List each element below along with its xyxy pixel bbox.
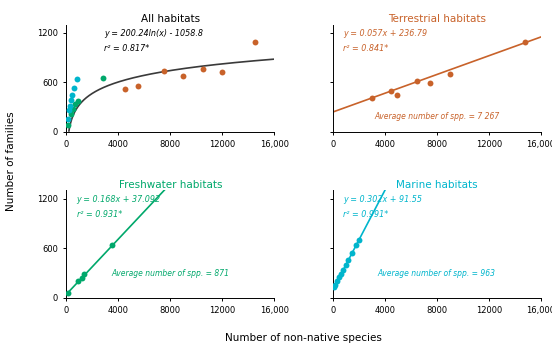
Point — [387, 89, 396, 94]
Point — [66, 111, 75, 117]
Title: Terrestrial habitats: Terrestrial habitats — [388, 14, 486, 24]
Point — [445, 71, 454, 77]
Point — [63, 290, 72, 295]
Point — [426, 80, 435, 86]
Point — [331, 282, 340, 288]
Point — [330, 285, 338, 290]
Point — [98, 75, 107, 81]
Title: Marine habitats: Marine habitats — [396, 180, 477, 190]
Text: y = 0.302x + 91.55: y = 0.302x + 91.55 — [343, 195, 422, 204]
Point — [521, 39, 530, 44]
Text: y = 0.168x + 37.092: y = 0.168x + 37.092 — [77, 195, 161, 204]
Text: r² = 0.817*: r² = 0.817* — [104, 44, 149, 53]
Point — [72, 76, 81, 82]
Point — [413, 78, 422, 84]
Text: Number of non-native species: Number of non-native species — [225, 333, 382, 343]
Point — [64, 122, 73, 127]
Point — [392, 92, 401, 97]
Point — [73, 278, 82, 284]
Text: Average number of spp. = 963: Average number of spp. = 963 — [378, 268, 496, 278]
Text: Average number of spp. = 871: Average number of spp. = 871 — [112, 268, 229, 278]
Point — [65, 107, 73, 113]
Text: y = 200.24ln(x) - 1058.8: y = 200.24ln(x) - 1058.8 — [104, 29, 203, 38]
Text: Average number of spp. = 7 267: Average number of spp. = 7 267 — [374, 112, 500, 121]
Point — [71, 102, 80, 107]
Point — [179, 73, 188, 78]
Point — [160, 69, 168, 74]
Text: Number of families: Number of families — [6, 111, 16, 211]
Point — [341, 262, 350, 268]
Point — [77, 275, 86, 281]
Point — [354, 237, 363, 243]
Point — [68, 92, 77, 98]
Title: All habitats: All habitats — [141, 14, 200, 24]
Point — [339, 267, 348, 273]
Point — [335, 274, 344, 280]
Point — [73, 98, 82, 104]
Point — [251, 39, 259, 44]
Point — [68, 106, 77, 112]
Point — [218, 69, 227, 75]
Text: r² = 0.991*: r² = 0.991* — [343, 210, 389, 219]
Text: r² = 0.931*: r² = 0.931* — [77, 210, 122, 219]
Point — [344, 257, 353, 263]
Point — [80, 272, 89, 277]
Point — [67, 97, 76, 103]
Point — [63, 117, 72, 122]
Point — [66, 103, 75, 109]
Text: y = 0.057x + 236.79: y = 0.057x + 236.79 — [343, 29, 427, 38]
Point — [70, 85, 78, 91]
Title: Freshwater habitats: Freshwater habitats — [119, 180, 222, 190]
Point — [348, 250, 357, 255]
Point — [333, 278, 342, 284]
Point — [120, 86, 129, 92]
Point — [134, 83, 142, 89]
Text: r² = 0.841*: r² = 0.841* — [343, 44, 389, 53]
Point — [199, 66, 208, 72]
Point — [337, 271, 346, 277]
Point — [108, 242, 116, 247]
Point — [368, 95, 376, 100]
Point — [352, 243, 360, 248]
